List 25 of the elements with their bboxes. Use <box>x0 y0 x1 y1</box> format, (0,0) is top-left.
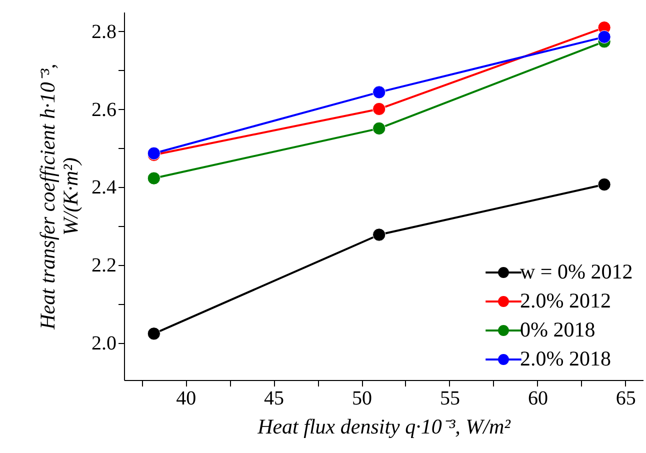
y-tick-label: 2.8 <box>92 20 116 43</box>
legend-label: 2.0% 2012 <box>520 288 611 312</box>
y-tick-label: 2.0 <box>92 332 116 355</box>
legend-label: 0% 2018 <box>520 318 596 342</box>
point <box>147 327 160 340</box>
x-tick-label: 45 <box>264 388 284 410</box>
point <box>372 102 386 116</box>
point <box>598 178 611 192</box>
legend-label: 2.0% 2018 <box>520 346 611 370</box>
y-tick-label: 2.2 <box>92 254 116 277</box>
x-tick-label: 55 <box>440 388 460 410</box>
point <box>598 30 611 44</box>
point <box>372 228 386 242</box>
point <box>147 172 160 185</box>
y-axis-title: Heat transfer coefficient h·10⁻³, W/(K·m²) <box>36 64 82 330</box>
point <box>372 122 386 135</box>
point <box>372 86 386 99</box>
x-axis-title: Heat flux density q·10⁻³, W/m² <box>256 414 512 438</box>
y-tick-label: 2.4 <box>92 176 116 199</box>
legend-label: w = 0% 2012 <box>520 260 633 284</box>
x-tick-label: 65 <box>616 388 636 410</box>
x-tick-label: 40 <box>176 388 196 410</box>
x-tick-label: 60 <box>528 388 548 410</box>
y-tick-label: 2.6 <box>92 98 116 121</box>
x-tick-label: 50 <box>352 388 372 410</box>
